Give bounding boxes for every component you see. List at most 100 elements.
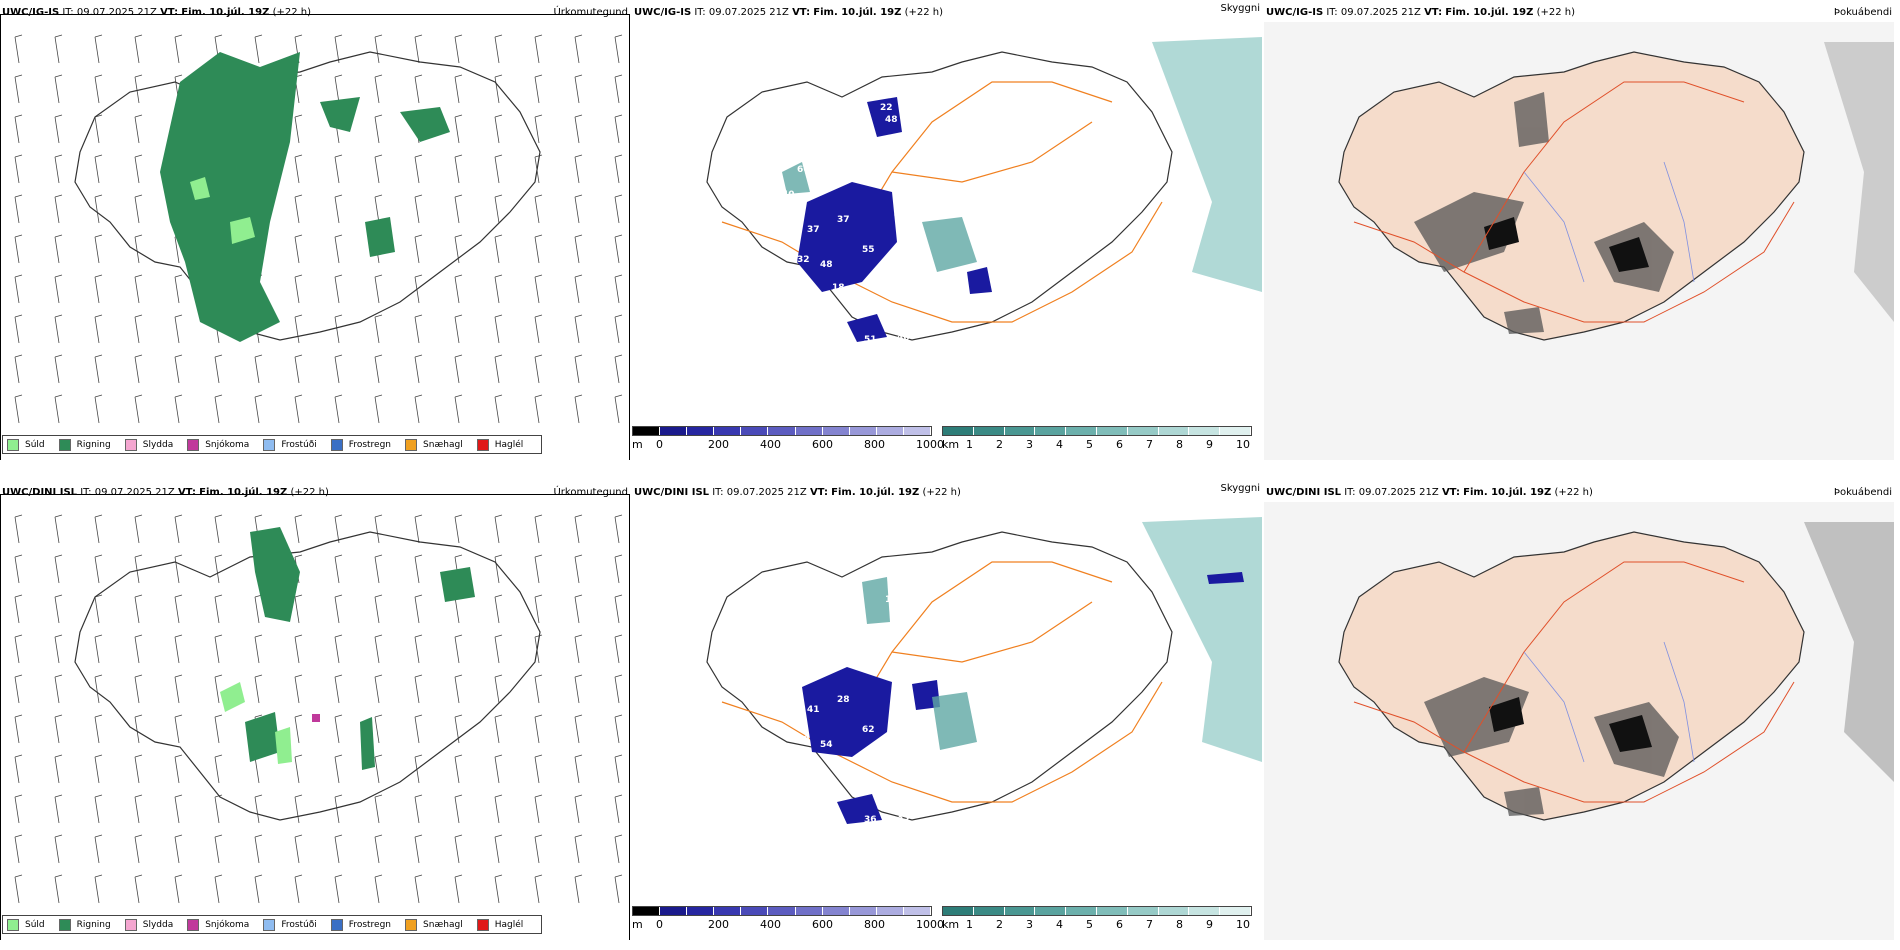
wind-barb (94, 554, 103, 584)
wind-barb (134, 674, 143, 704)
colorbar-tick: 1 (966, 438, 973, 451)
wind-barb (134, 634, 143, 664)
colorbar-tick: 3 (1026, 438, 1033, 451)
init-time: 09.07.2025 21Z (94, 487, 175, 498)
colorbar-segment (876, 427, 904, 435)
cloud-base-label: 36 (864, 815, 877, 825)
wind-barb (134, 394, 143, 424)
wind-barb (534, 554, 543, 584)
wind-barb (174, 714, 183, 744)
legend-label: Frostúði (281, 919, 317, 930)
wind-barb (614, 714, 623, 744)
colorbar-tick: 2 (996, 918, 1003, 931)
legend-label: Slydda (142, 439, 174, 450)
wind-barb (134, 794, 143, 824)
wind-barb (374, 274, 383, 304)
wind-barb (414, 794, 423, 824)
colorbar-tick: 1 (966, 918, 973, 931)
colorbar-tick: 400 (760, 918, 781, 931)
wind-barb (574, 274, 583, 304)
cloud-base-label: 48 (820, 260, 833, 270)
colorbar-segment (1189, 427, 1221, 435)
wind-barb (574, 754, 583, 784)
wind-barb (614, 834, 623, 864)
wind-barb (54, 834, 63, 864)
wind-barb (14, 194, 23, 224)
wind-barb (374, 834, 383, 864)
wind-barb (574, 354, 583, 384)
wind-barb (174, 874, 183, 904)
cloud-base-label: 47 (894, 210, 907, 220)
model-name: UWC/DINI ISL (1266, 487, 1342, 498)
wind-barb (14, 674, 23, 704)
wind-barb (574, 594, 583, 624)
wind-barb (294, 514, 303, 544)
wind-barb (174, 554, 183, 584)
vt-label: VT: (792, 7, 811, 18)
wind-barb (614, 754, 623, 784)
legend-swatch (7, 918, 19, 931)
wind-barb (414, 394, 423, 424)
fog-panel-top: UWC/IG-IS IT: 09.07.2025 21Z VT: Fim. 10… (1264, 0, 1894, 460)
colorbar-segment (903, 907, 932, 915)
colorbar-tick: 7 (1146, 438, 1153, 451)
wind-barb (494, 514, 503, 544)
wind-barb (14, 394, 23, 424)
wind-barb (574, 114, 583, 144)
cloud-base-label: 38 (797, 645, 810, 655)
wind-barb (14, 754, 23, 784)
visibility-map: 37 37 55 47 56 32 48 42 51 46 66 48 22 30 30 18 58 38 40 (706, 37, 1262, 345)
model-name: UWC/IG-IS (2, 7, 60, 18)
model-name: UWC/DINI ISL (2, 487, 78, 498)
valid-time: Fim. 10.júl. 19Z (181, 7, 270, 18)
wind-barb (574, 794, 583, 824)
wind-barb (54, 634, 63, 664)
wind-barb (494, 194, 503, 224)
cloud-base-label: 55 (862, 245, 875, 255)
colorbar-tick: 6 (1116, 438, 1123, 451)
wind-barb (254, 794, 263, 824)
wind-barb (454, 274, 463, 304)
wind-barb (574, 634, 583, 664)
legend-item: Rigning (58, 918, 111, 931)
wind-barb (134, 234, 143, 264)
wind-barb (54, 34, 63, 64)
legend-swatch (405, 918, 418, 931)
product-name: Þokuábendi (1833, 7, 1892, 18)
colorbar-segment (1158, 427, 1190, 435)
wind-barb (614, 514, 623, 544)
wind-barb (614, 794, 623, 824)
wind-barb (374, 514, 383, 544)
lead-time: (+22 h) (272, 7, 311, 18)
panel-header: UWC/IG-IS IT: 09.07.2025 21Z VT: Fim. 10… (1266, 6, 1892, 20)
precip-type-legend: Súld Rigning Slydda Snjókoma Frostúði Frostre… (2, 915, 543, 934)
colorbar-segment (973, 427, 1005, 435)
init-time: 09.07.2025 21Z (76, 7, 157, 18)
cloud-base-label: 38 (1032, 285, 1045, 295)
wind-barb (254, 394, 263, 424)
wind-barb (334, 514, 343, 544)
wind-barb (534, 714, 543, 744)
wind-barb (614, 34, 623, 64)
wind-barb (414, 754, 423, 784)
wind-barb (414, 714, 423, 744)
legend-swatch (187, 438, 200, 451)
wind-barb (534, 74, 543, 104)
legend-item: Snjókoma (187, 438, 249, 451)
wind-barb (294, 634, 303, 664)
wind-barb (294, 754, 303, 784)
precip-map (14, 34, 623, 424)
wind-barb (454, 394, 463, 424)
lead-time: (+22 h) (1554, 487, 1593, 498)
colorbar-segment (903, 427, 932, 435)
wind-barb (374, 874, 383, 904)
legend-label: Súld (25, 439, 45, 450)
wind-barb (374, 714, 383, 744)
wind-barb (54, 754, 63, 784)
legend-item: Rigning (58, 438, 111, 451)
wind-barb (534, 354, 543, 384)
colorbar-segment (822, 907, 850, 915)
wind-barb (14, 834, 23, 864)
product-name: Úrkomutegund (553, 7, 628, 18)
wind-barb (494, 594, 503, 624)
